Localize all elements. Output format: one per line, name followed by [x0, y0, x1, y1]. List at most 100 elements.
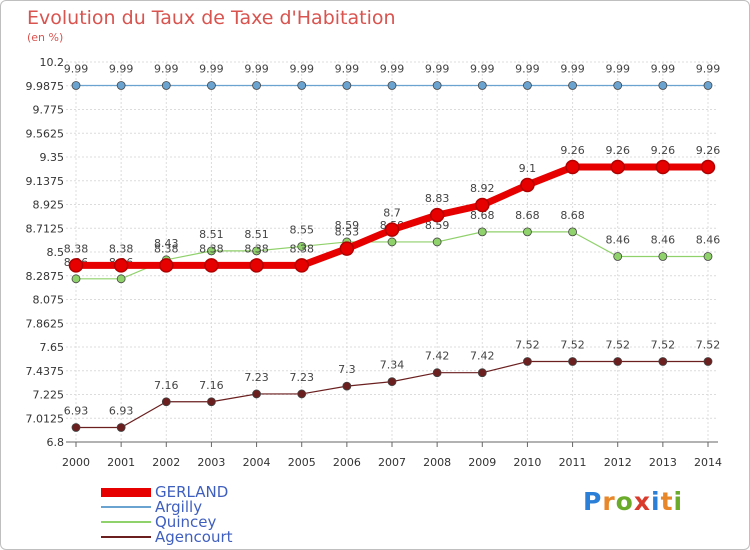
data-point-quincey: [116, 274, 126, 284]
data-point-quincey: [477, 227, 487, 237]
data-label-gerland: 9.26: [651, 144, 676, 157]
data-label-quincey: 8.59: [335, 219, 360, 232]
x-tick-label: 2004: [243, 456, 271, 469]
y-tick-label: 7.225: [33, 389, 65, 402]
data-label-agencourt: 7.34: [380, 359, 405, 372]
data-point-argilly: [297, 81, 307, 90]
x-tick-label: 2010: [513, 456, 541, 469]
x-tick-label: 2007: [378, 456, 406, 469]
data-point-quincey: [387, 237, 397, 247]
data-point-agencourt: [297, 389, 307, 399]
data-label-agencourt: 7.16: [154, 379, 179, 392]
data-label-argilly: 9.99: [199, 62, 224, 75]
data-label-argilly: 9.99: [289, 62, 314, 75]
data-point-argilly: [71, 81, 81, 90]
data-label-gerland: 8.38: [109, 242, 134, 255]
data-label-quincey: 8.68: [515, 209, 540, 222]
legend: GERLAND Argilly Quincey Agencourt: [101, 483, 361, 546]
data-label-quincey: 8.46: [651, 233, 676, 246]
y-tick-label: 6.8: [47, 436, 65, 449]
data-point-gerland: [249, 258, 264, 273]
data-point-agencourt: [477, 368, 487, 378]
data-point-agencourt: [387, 377, 397, 387]
y-tick-label: 10.2: [40, 56, 65, 69]
data-point-quincey: [568, 227, 577, 237]
data-label-quincey: 8.68: [560, 209, 585, 222]
data-point-argilly: [116, 81, 126, 90]
legend-label-gerland: GERLAND: [155, 483, 229, 501]
x-tick-label: 2001: [107, 456, 135, 469]
y-tick-label: 7.0125: [26, 412, 65, 425]
data-label-agencourt: 7.52: [696, 339, 721, 352]
legend-swatch-gerland: [101, 488, 151, 497]
data-point-agencourt: [207, 397, 216, 407]
x-tick-label: 2000: [62, 456, 90, 469]
x-tick-label: 2008: [423, 456, 451, 469]
data-label-gerland: 8.38: [199, 242, 224, 255]
data-point-gerland: [700, 159, 716, 175]
y-tick-label: 7.8625: [26, 317, 65, 330]
y-tick-label: 7.4375: [26, 365, 65, 378]
data-point-argilly: [477, 81, 487, 90]
data-point-quincey: [658, 252, 668, 261]
data-point-argilly: [703, 81, 713, 90]
data-point-quincey: [252, 246, 261, 256]
data-point-quincey: [703, 252, 713, 261]
data-point-gerland: [384, 222, 400, 237]
data-point-gerland: [159, 258, 174, 273]
data-point-gerland: [204, 258, 219, 273]
data-label-argilly: 9.99: [560, 62, 585, 75]
x-tick-label: 2011: [559, 456, 587, 469]
data-point-gerland: [339, 241, 355, 256]
legend-item-argilly: Argilly: [101, 498, 361, 516]
data-point-gerland: [565, 159, 580, 175]
data-label-agencourt: 7.42: [470, 350, 495, 363]
data-point-agencourt: [252, 389, 261, 399]
data-label-argilly: 9.99: [64, 62, 89, 75]
data-point-quincey: [207, 246, 216, 256]
data-label-argilly: 9.99: [244, 62, 269, 75]
data-label-agencourt: 6.93: [109, 404, 134, 417]
chart-title: Evolution du Taux de Taxe d'Habitation: [27, 7, 396, 29]
data-label-gerland: 8.92: [470, 182, 495, 195]
data-point-agencourt: [613, 357, 623, 366]
logo-letter: t: [660, 487, 674, 516]
proxiti-logo: Proxiti: [583, 487, 683, 516]
legend-item-quincey: Quincey: [101, 513, 361, 531]
data-point-argilly: [568, 81, 577, 90]
data-point-quincey: [297, 242, 307, 251]
data-point-gerland: [655, 159, 671, 175]
data-point-gerland: [520, 177, 535, 193]
data-point-agencourt: [658, 357, 668, 366]
legend-swatch-argilly: [101, 506, 151, 508]
data-point-gerland: [429, 207, 445, 223]
data-label-gerland: 9.1: [519, 162, 537, 175]
data-label-agencourt: 7.42: [425, 350, 450, 363]
data-label-quincey: 8.68: [470, 209, 495, 222]
data-point-gerland: [113, 258, 129, 273]
data-label-agencourt: 7.3: [338, 363, 356, 376]
data-point-quincey: [613, 252, 623, 261]
data-label-agencourt: 7.52: [605, 339, 630, 352]
data-label-argilly: 9.99: [470, 62, 495, 75]
data-point-gerland: [475, 197, 490, 213]
data-label-agencourt: 7.52: [515, 339, 540, 352]
data-label-gerland: 9.26: [560, 144, 585, 157]
y-tick-label: 9.775: [33, 104, 65, 117]
y-tick-label: 7.65: [40, 341, 65, 354]
data-label-quincey: 8.51: [199, 228, 224, 241]
logo-letter: x: [633, 487, 651, 516]
data-label-argilly: 9.99: [154, 62, 179, 75]
y-tick-label: 8.2875: [26, 270, 65, 283]
y-tick-label: 9.1375: [26, 175, 65, 188]
data-label-quincey: 8.46: [605, 233, 630, 246]
data-label-argilly: 9.99: [380, 62, 405, 75]
data-point-agencourt: [342, 381, 352, 391]
data-point-argilly: [342, 81, 352, 90]
data-label-gerland: 8.38: [64, 242, 89, 255]
y-tick-label: 9.35: [40, 151, 65, 164]
data-point-argilly: [523, 81, 532, 90]
legend-swatch-quincey: [101, 521, 151, 523]
data-label-argilly: 9.99: [515, 62, 540, 75]
